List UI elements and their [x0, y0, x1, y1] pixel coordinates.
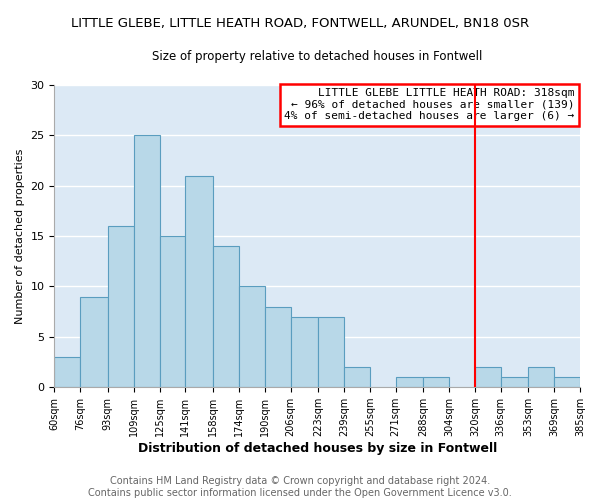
X-axis label: Distribution of detached houses by size in Fontwell: Distribution of detached houses by size …	[137, 442, 497, 455]
Bar	[475, 367, 501, 387]
Bar	[318, 316, 344, 387]
Bar	[528, 367, 554, 387]
Bar	[265, 306, 290, 387]
Y-axis label: Number of detached properties: Number of detached properties	[15, 148, 25, 324]
Bar	[213, 246, 239, 387]
Bar	[80, 296, 108, 387]
Bar	[55, 357, 80, 387]
Bar	[160, 236, 185, 387]
Text: Contains HM Land Registry data © Crown copyright and database right 2024.
Contai: Contains HM Land Registry data © Crown c…	[88, 476, 512, 498]
Bar	[501, 377, 528, 387]
Bar	[554, 377, 580, 387]
Bar	[290, 316, 318, 387]
Bar	[108, 226, 134, 387]
Bar	[344, 367, 370, 387]
Title: Size of property relative to detached houses in Fontwell: Size of property relative to detached ho…	[152, 50, 482, 63]
Text: LITTLE GLEBE LITTLE HEATH ROAD: 318sqm
← 96% of detached houses are smaller (139: LITTLE GLEBE LITTLE HEATH ROAD: 318sqm ←…	[284, 88, 575, 121]
Bar	[239, 286, 265, 387]
Text: LITTLE GLEBE, LITTLE HEATH ROAD, FONTWELL, ARUNDEL, BN18 0SR: LITTLE GLEBE, LITTLE HEATH ROAD, FONTWEL…	[71, 18, 529, 30]
Bar	[395, 377, 423, 387]
Bar	[134, 136, 160, 387]
Bar	[185, 176, 213, 387]
Bar	[423, 377, 449, 387]
